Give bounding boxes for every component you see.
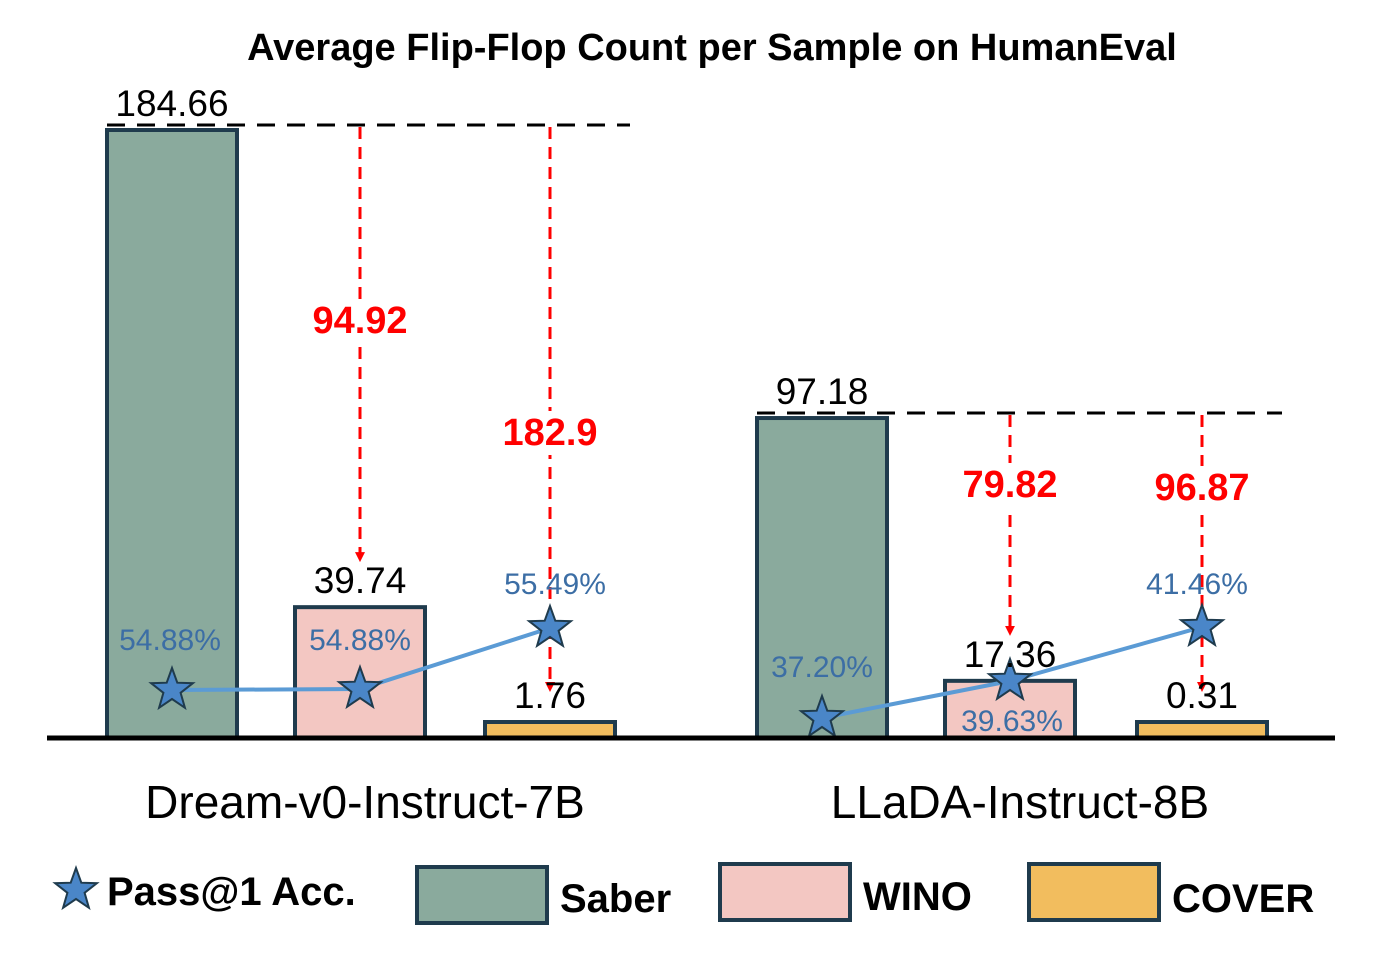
bar-value-label-wino-0: 39.74 <box>314 560 407 601</box>
bar-value-label-saber-1: 97.18 <box>776 371 869 412</box>
reduction-label-bg-2 <box>945 463 1075 507</box>
bar-value-label-cover-0: 1.76 <box>514 675 586 716</box>
accuracy-label-0-1: 54.88% <box>309 624 411 657</box>
reduction-label-3: 96.87 <box>1154 467 1249 509</box>
reduction-label-0: 94.92 <box>312 300 407 342</box>
group-label-dream: Dream-v0-Instruct-7B <box>145 776 585 828</box>
legend-label-accuracy: Pass@1 Acc. <box>107 870 356 914</box>
accuracy-label-0-0: 54.88% <box>119 624 221 657</box>
legend-label-cover: COVER <box>1172 877 1314 921</box>
accuracy-star-1-2 <box>1178 602 1226 648</box>
legend-star-icon <box>52 865 100 911</box>
reduction-label-1: 182.9 <box>502 412 597 454</box>
accuracy-star-0-2 <box>526 603 574 649</box>
legend-label-wino: WINO <box>863 875 972 919</box>
bar-value-label-wino-1: 17.36 <box>964 634 1057 675</box>
reduction-arrows-layer <box>107 123 1282 692</box>
legend-label-saber: Saber <box>560 877 671 921</box>
reduction-label-bg-1 <box>485 411 615 455</box>
reduction-label-bg-0 <box>295 299 425 343</box>
legend-swatch-cover <box>1027 862 1161 922</box>
accuracy-label-1-1: 39.63% <box>961 705 1063 738</box>
accuracy-star-0-0 <box>148 665 196 711</box>
accuracy-star-0-1 <box>336 664 384 710</box>
bar-value-label-cover-1: 0.31 <box>1166 675 1238 716</box>
chart-title: Average Flip-Flop Count per Sample on Hu… <box>247 27 1177 69</box>
labels-layer: 184.66 97.18 39.74 17.36 1.76 0.31 94.92 182.9 7… <box>115 83 1249 738</box>
accuracy-label-1-0: 37.20% <box>771 651 873 684</box>
legend-swatch-saber <box>415 865 549 925</box>
group-label-llada: LLaDA-Instruct-8B <box>831 776 1209 828</box>
accuracy-label-0-2: 55.49% <box>504 568 606 601</box>
legend-swatch-wino <box>718 862 852 922</box>
legend: Pass@1 Acc. Saber WINO COVER <box>52 862 1314 925</box>
accuracy-label-1-2: 41.46% <box>1146 568 1248 601</box>
accuracy-lines-layer <box>148 602 1226 739</box>
reduction-label-2: 79.82 <box>962 464 1057 506</box>
bars-layer <box>105 128 1269 741</box>
bar-value-label-saber-0: 184.66 <box>115 83 228 124</box>
bar-saber-0 <box>105 128 239 740</box>
reduction-label-bg-3 <box>1137 466 1267 510</box>
accuracy-star-1-0 <box>798 693 846 739</box>
accuracy-star-1-1 <box>986 656 1034 702</box>
bar-saber-1 <box>755 416 889 740</box>
